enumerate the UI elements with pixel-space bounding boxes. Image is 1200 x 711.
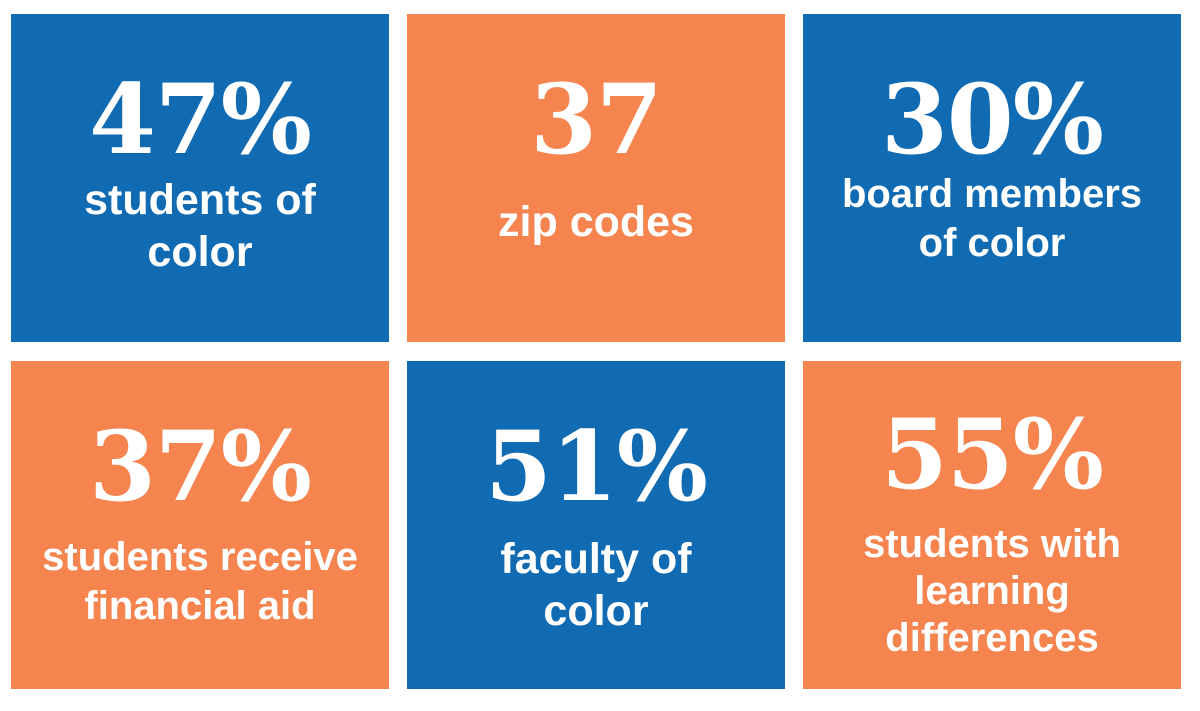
stat-label: faculty of color (488, 533, 703, 638)
stat-label-line: color (543, 587, 649, 636)
stat-label-line: differences (885, 616, 1099, 661)
stat-tile-zip-codes: 37 zip codes (407, 14, 785, 342)
stat-label-line: financial aid (84, 583, 316, 628)
stat-label-line: board members (841, 172, 1143, 216)
stats-grid: 47% students of color 37 zip codes 30% b… (11, 14, 1189, 689)
stat-label: students with learning differences (851, 521, 1133, 663)
stat-value: 51% (485, 410, 708, 523)
stat-label-line: faculty of (500, 535, 692, 583)
stat-value: 37 (530, 63, 663, 176)
stat-value: 30% (881, 63, 1104, 176)
stat-tile-students-of-color: 47% students of color (11, 14, 389, 342)
stat-value: 55% (881, 398, 1104, 511)
stat-value: 37% (89, 410, 312, 523)
stat-label-line: students receive (42, 535, 358, 579)
stat-tile-board-members-of-color: 30% board members of color (803, 14, 1181, 342)
stat-label: students receive financial aid (30, 533, 370, 631)
stat-label-line: students with (863, 522, 1121, 566)
stat-tile-financial-aid: 37% students receive financial aid (11, 361, 389, 689)
stat-tile-faculty-of-color: 51% faculty of color (407, 361, 785, 689)
stat-label-line: learning (914, 569, 1070, 614)
stat-value: 47% (89, 63, 312, 176)
stat-label-line: color (147, 228, 253, 277)
stat-label-line: zip codes (498, 198, 694, 246)
stat-label: students of color (72, 174, 328, 279)
stat-label-line: of color (918, 220, 1066, 265)
stat-label-line: students of (84, 176, 316, 224)
stat-label: board members of color (830, 170, 1154, 268)
stat-tile-learning-differences: 55% students with learning differences (803, 361, 1181, 689)
stat-label: zip codes (486, 196, 706, 248)
